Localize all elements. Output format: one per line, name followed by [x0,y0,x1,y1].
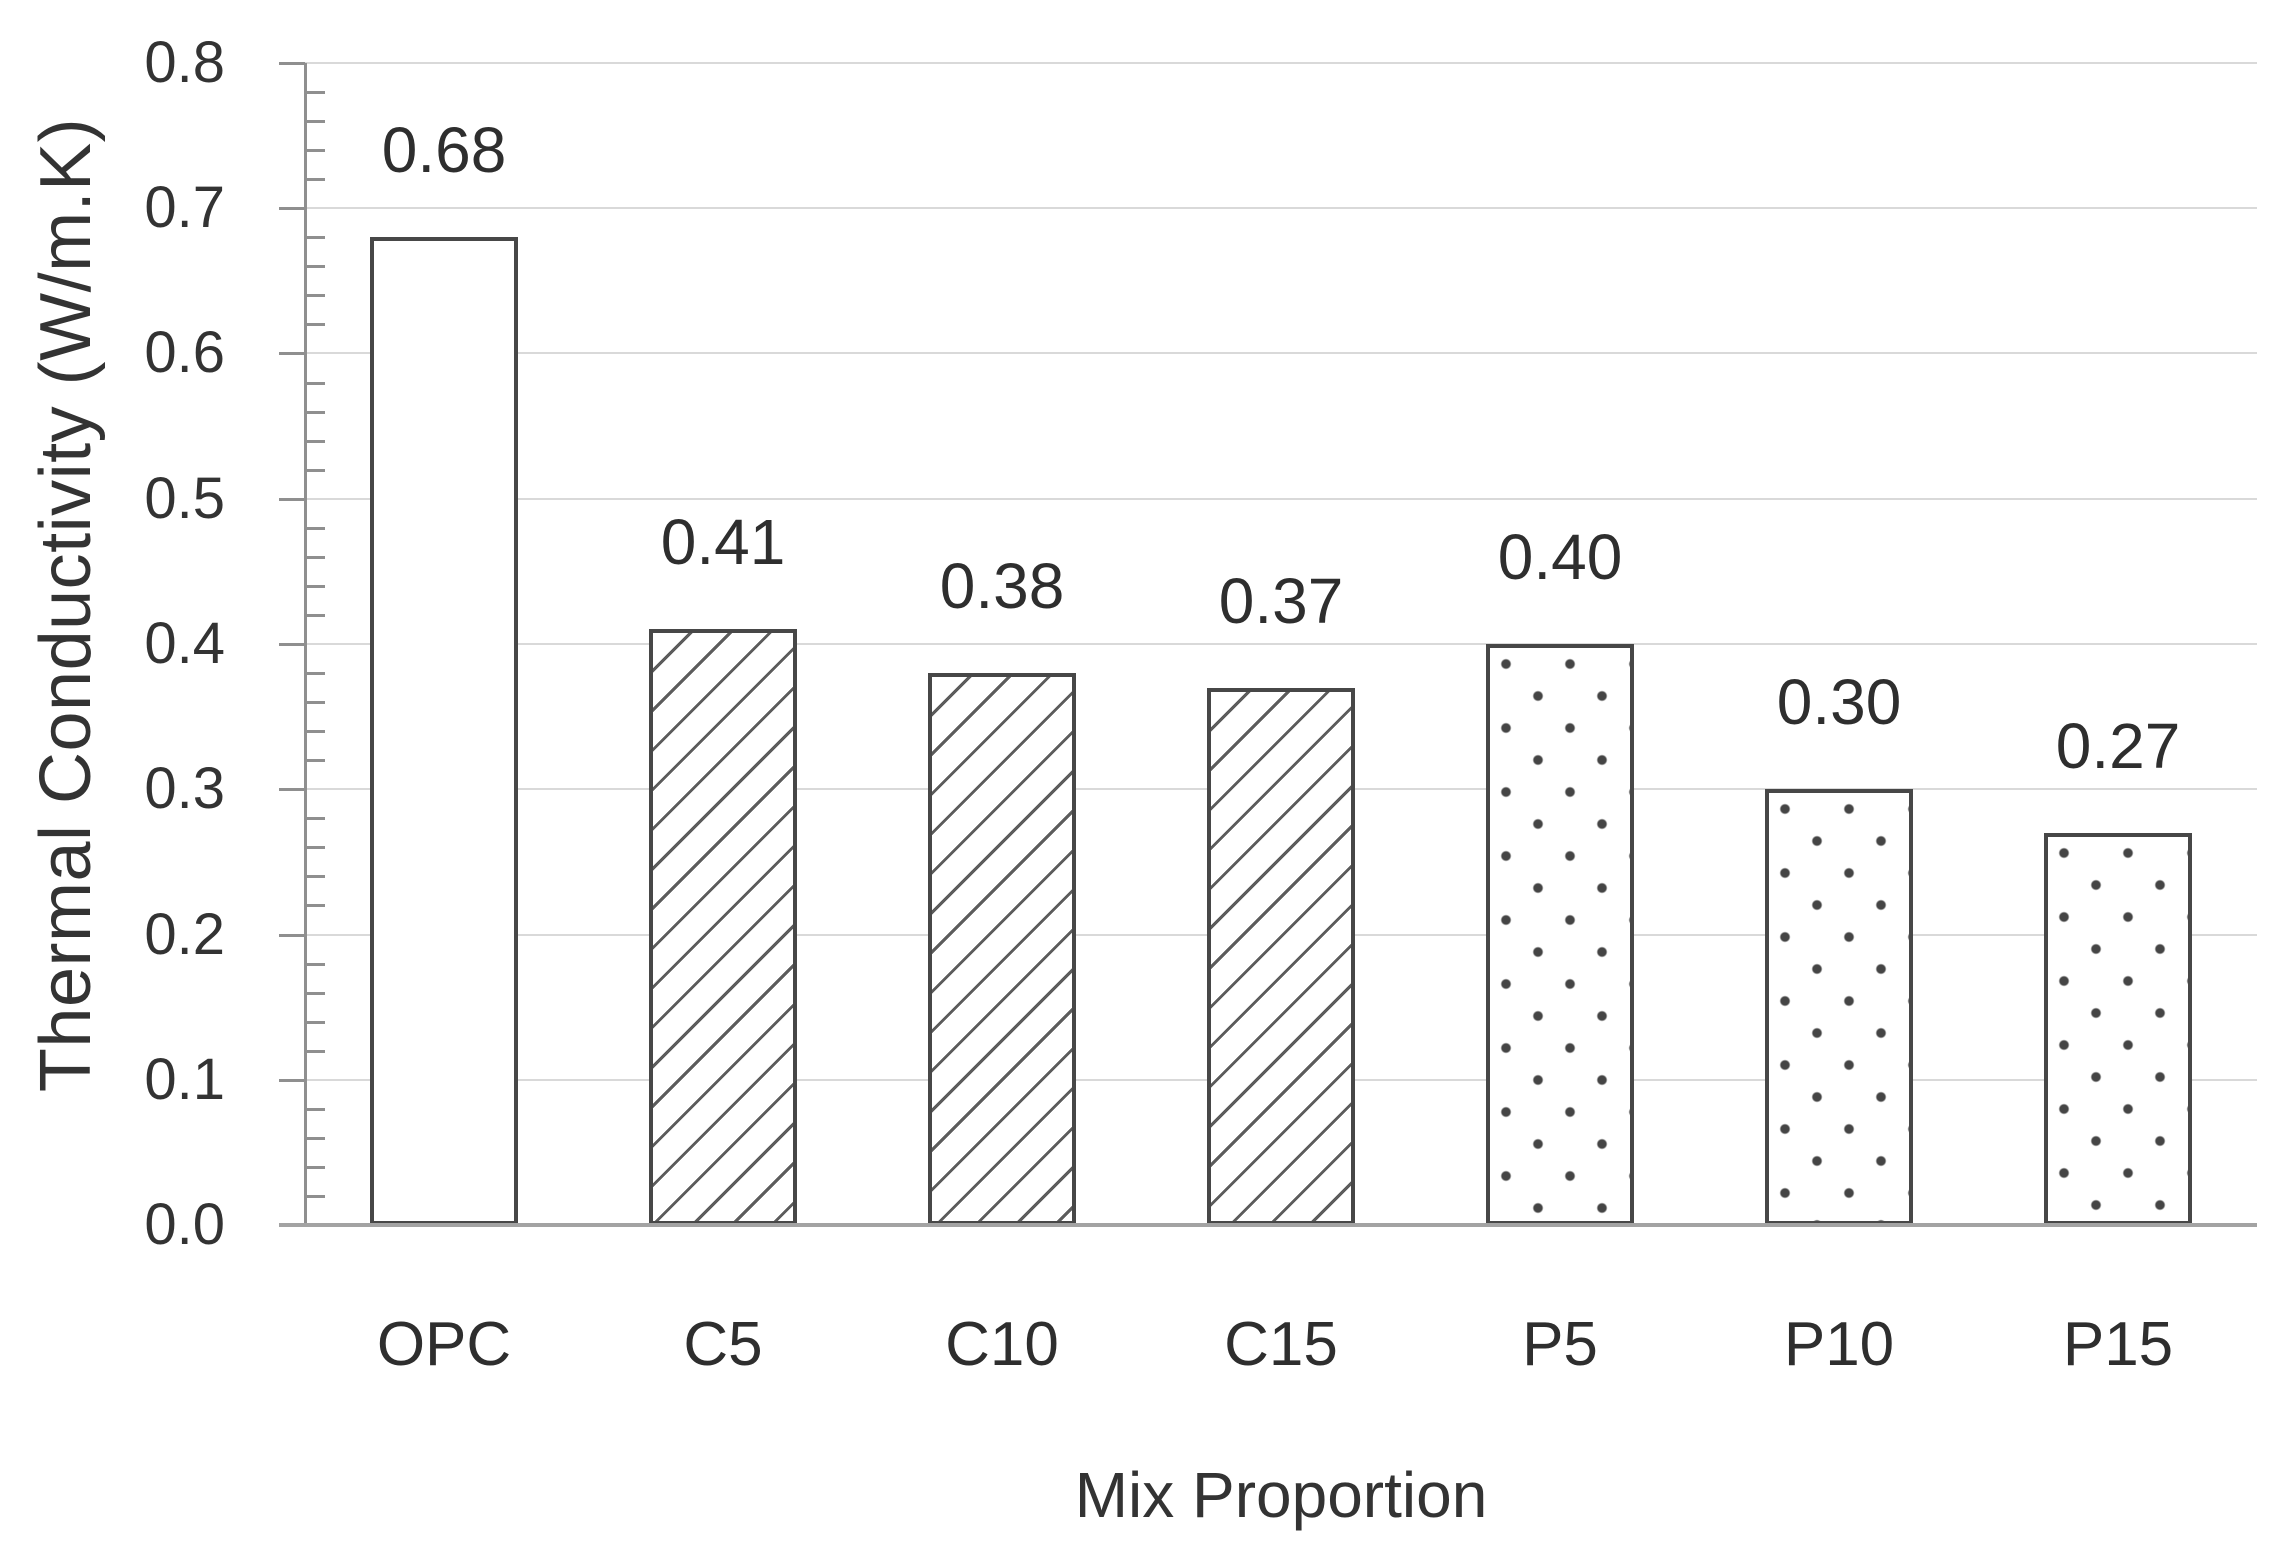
y-minor-tick [307,294,325,297]
y-tick-label-0.4: 0.4 [144,611,225,676]
value-label-P5: 0.40 [1497,521,1623,593]
bar-OPC [370,237,518,1225]
y-minor-tick [307,1166,325,1169]
bar-P15 [2044,833,2192,1225]
y-tick-label-0.1: 0.1 [144,1047,225,1112]
y-minor-tick [307,149,325,152]
y-tick-label-0.3: 0.3 [144,756,225,821]
y-minor-tick [307,963,325,966]
bar-C10 [928,673,1076,1225]
y-major-tick-0.3 [279,788,305,791]
y-axis-line [304,63,307,1225]
y-major-tick-0.5 [279,498,305,501]
y-minor-tick [307,323,325,326]
y-minor-tick [307,411,325,414]
value-label-OPC: 0.68 [381,114,507,186]
bar-C15 [1207,688,1355,1225]
y-minor-tick [307,817,325,820]
y-minor-tick [307,1195,325,1198]
y-minor-tick [307,904,325,907]
y-minor-tick [307,585,325,588]
y-major-tick-0.4 [279,643,305,646]
value-label-C15: 0.37 [1218,565,1344,637]
gridline-0.5 [305,498,2257,500]
y-major-tick-0.2 [279,934,305,937]
y-minor-tick [307,1137,325,1140]
y-minor-tick [307,701,325,704]
y-minor-tick [307,846,325,849]
y-minor-tick [307,236,325,239]
value-label-P15: 0.27 [2055,710,2181,782]
gridline-0.8 [305,62,2257,64]
y-minor-tick [307,556,325,559]
y-tick-label-0.7: 0.7 [144,175,225,240]
value-label-P10: 0.30 [1776,666,1902,738]
y-minor-tick [307,440,325,443]
y-minor-tick [307,1021,325,1024]
value-label-C10: 0.38 [939,550,1065,622]
y-minor-tick [307,382,325,385]
x-tick-label-C10: C10 [945,1310,1059,1379]
y-minor-tick [307,1050,325,1053]
y-major-tick-0.1 [279,1079,305,1082]
y-tick-label-0.8: 0.8 [144,30,225,95]
y-minor-tick [307,1108,325,1111]
y-minor-tick [307,120,325,123]
y-tick-label-0.6: 0.6 [144,320,225,385]
x-axis-title: Mix Proportion [1074,1459,1488,1531]
y-minor-tick [307,672,325,675]
bar-C5 [649,629,797,1225]
gridline-0.7 [305,207,2257,209]
y-tick-label-0.5: 0.5 [144,466,225,531]
y-minor-tick [307,469,325,472]
bar-P5 [1486,644,1634,1225]
y-tick-label-0.0: 0.0 [144,1192,225,1257]
y-major-tick-0.7 [279,207,305,210]
y-minor-tick [307,527,325,530]
x-tick-label-C5: C5 [683,1310,763,1379]
gridline-0.4 [305,643,2257,645]
y-major-tick-0.6 [279,352,305,355]
y-minor-tick [307,875,325,878]
y-minor-tick [307,91,325,94]
bar-P10 [1765,789,1913,1225]
x-tick-label-C15: C15 [1224,1310,1338,1379]
y-minor-tick [307,992,325,995]
x-axis-baseline [279,1223,2257,1227]
y-minor-tick [307,759,325,762]
y-minor-tick [307,614,325,617]
y-major-tick-0.8 [279,62,305,65]
value-label-C5: 0.41 [660,506,786,578]
x-tick-label-P10: P10 [1783,1310,1895,1379]
y-minor-tick [307,730,325,733]
y-minor-tick [307,178,325,181]
y-minor-tick [307,265,325,268]
x-tick-label-P15: P15 [2062,1310,2174,1379]
x-tick-label-P5: P5 [1522,1310,1598,1379]
y-tick-label-0.2: 0.2 [144,902,225,967]
gridline-0.6 [305,352,2257,354]
x-tick-label-OPC: OPC [376,1310,512,1379]
